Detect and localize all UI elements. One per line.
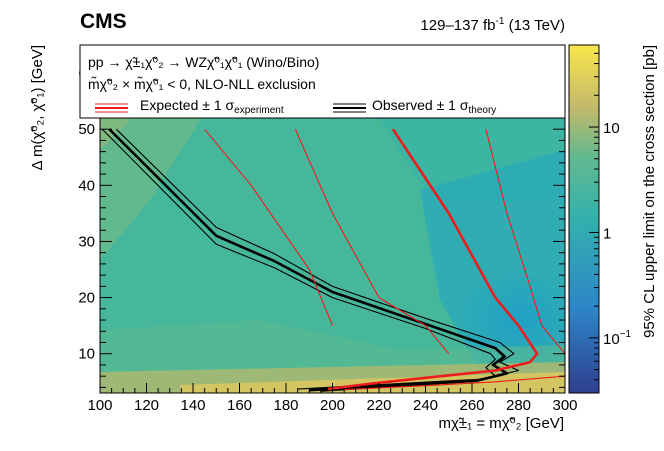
x-tick-label: 220 [366, 397, 391, 414]
z-axis: 10 1 10−1 [589, 52, 632, 381]
curve-observed-1-theory [115, 128, 520, 390]
curve-expected-1-experiment [485, 129, 565, 355]
curve-expected-1-experiment-lower [204, 128, 334, 326]
z-tick-label: 10−1 [603, 329, 632, 348]
x-tick-label: 240 [413, 397, 438, 414]
curve-observed-1-theory [101, 128, 496, 392]
y-axis-title: Δ m(χ̃⁰₂, χ̃⁰₁) [GeV] [29, 45, 46, 170]
x-tick-label: 100 [87, 397, 112, 414]
curve-expected-1-experiment-lower [344, 375, 565, 391]
curve-expected-1-experiment [294, 128, 450, 355]
color-scale-bar [569, 45, 599, 393]
legend-observed-label: Observed ± 1 σtheory [372, 97, 496, 116]
legend-process: pp → χ̃±₁χ̃⁰₂ → WZχ̃⁰₁χ̃⁰₁ (Wino/Bino) [88, 54, 319, 70]
x-tick-label: 280 [506, 397, 531, 414]
luminosity-label: 129–137 fb-1 (13 TeV) [420, 16, 565, 34]
legend-condition: m̃χ̃⁰₂ × m̃χ̃⁰₁ < 0, NLO-NLL exclusion [88, 76, 316, 92]
experiment-title: CMS [80, 10, 127, 33]
z-tick-label: 10 [603, 120, 620, 137]
legend-expected-label: Expected ± 1 σexperiment [140, 97, 284, 116]
y-tick-label: 50 [78, 121, 95, 138]
y-tick-label: 30 [78, 233, 95, 250]
z-tick-label: 1 [603, 225, 611, 242]
curve-observed [108, 128, 509, 392]
x-tick-label: 140 [180, 397, 205, 414]
y-tick-label: 40 [78, 177, 95, 194]
x-tick-label: 300 [552, 397, 577, 414]
z-axis-title: 95% CL upper limit on the cross section … [641, 45, 658, 338]
x-tick-label: 120 [134, 397, 159, 414]
curve-expected [327, 128, 539, 391]
x-tick-label: 160 [227, 397, 252, 414]
y-tick-label: 20 [78, 290, 95, 307]
x-tick-label: 180 [273, 397, 298, 414]
y-tick-label: 10 [78, 346, 95, 363]
y-axis: 102030405060 [78, 50, 565, 388]
color-scale-frame [568, 44, 600, 394]
x-tick-label: 200 [320, 397, 345, 414]
x-tick-label: 260 [459, 397, 484, 414]
legend: pp → χ̃±₁χ̃⁰₂ → WZχ̃⁰₁χ̃⁰₁ (Wino/Bino) m… [79, 44, 566, 119]
x-axis-title: mχ̃±₁ = mχ̃⁰₂ [GeV] [439, 415, 564, 432]
